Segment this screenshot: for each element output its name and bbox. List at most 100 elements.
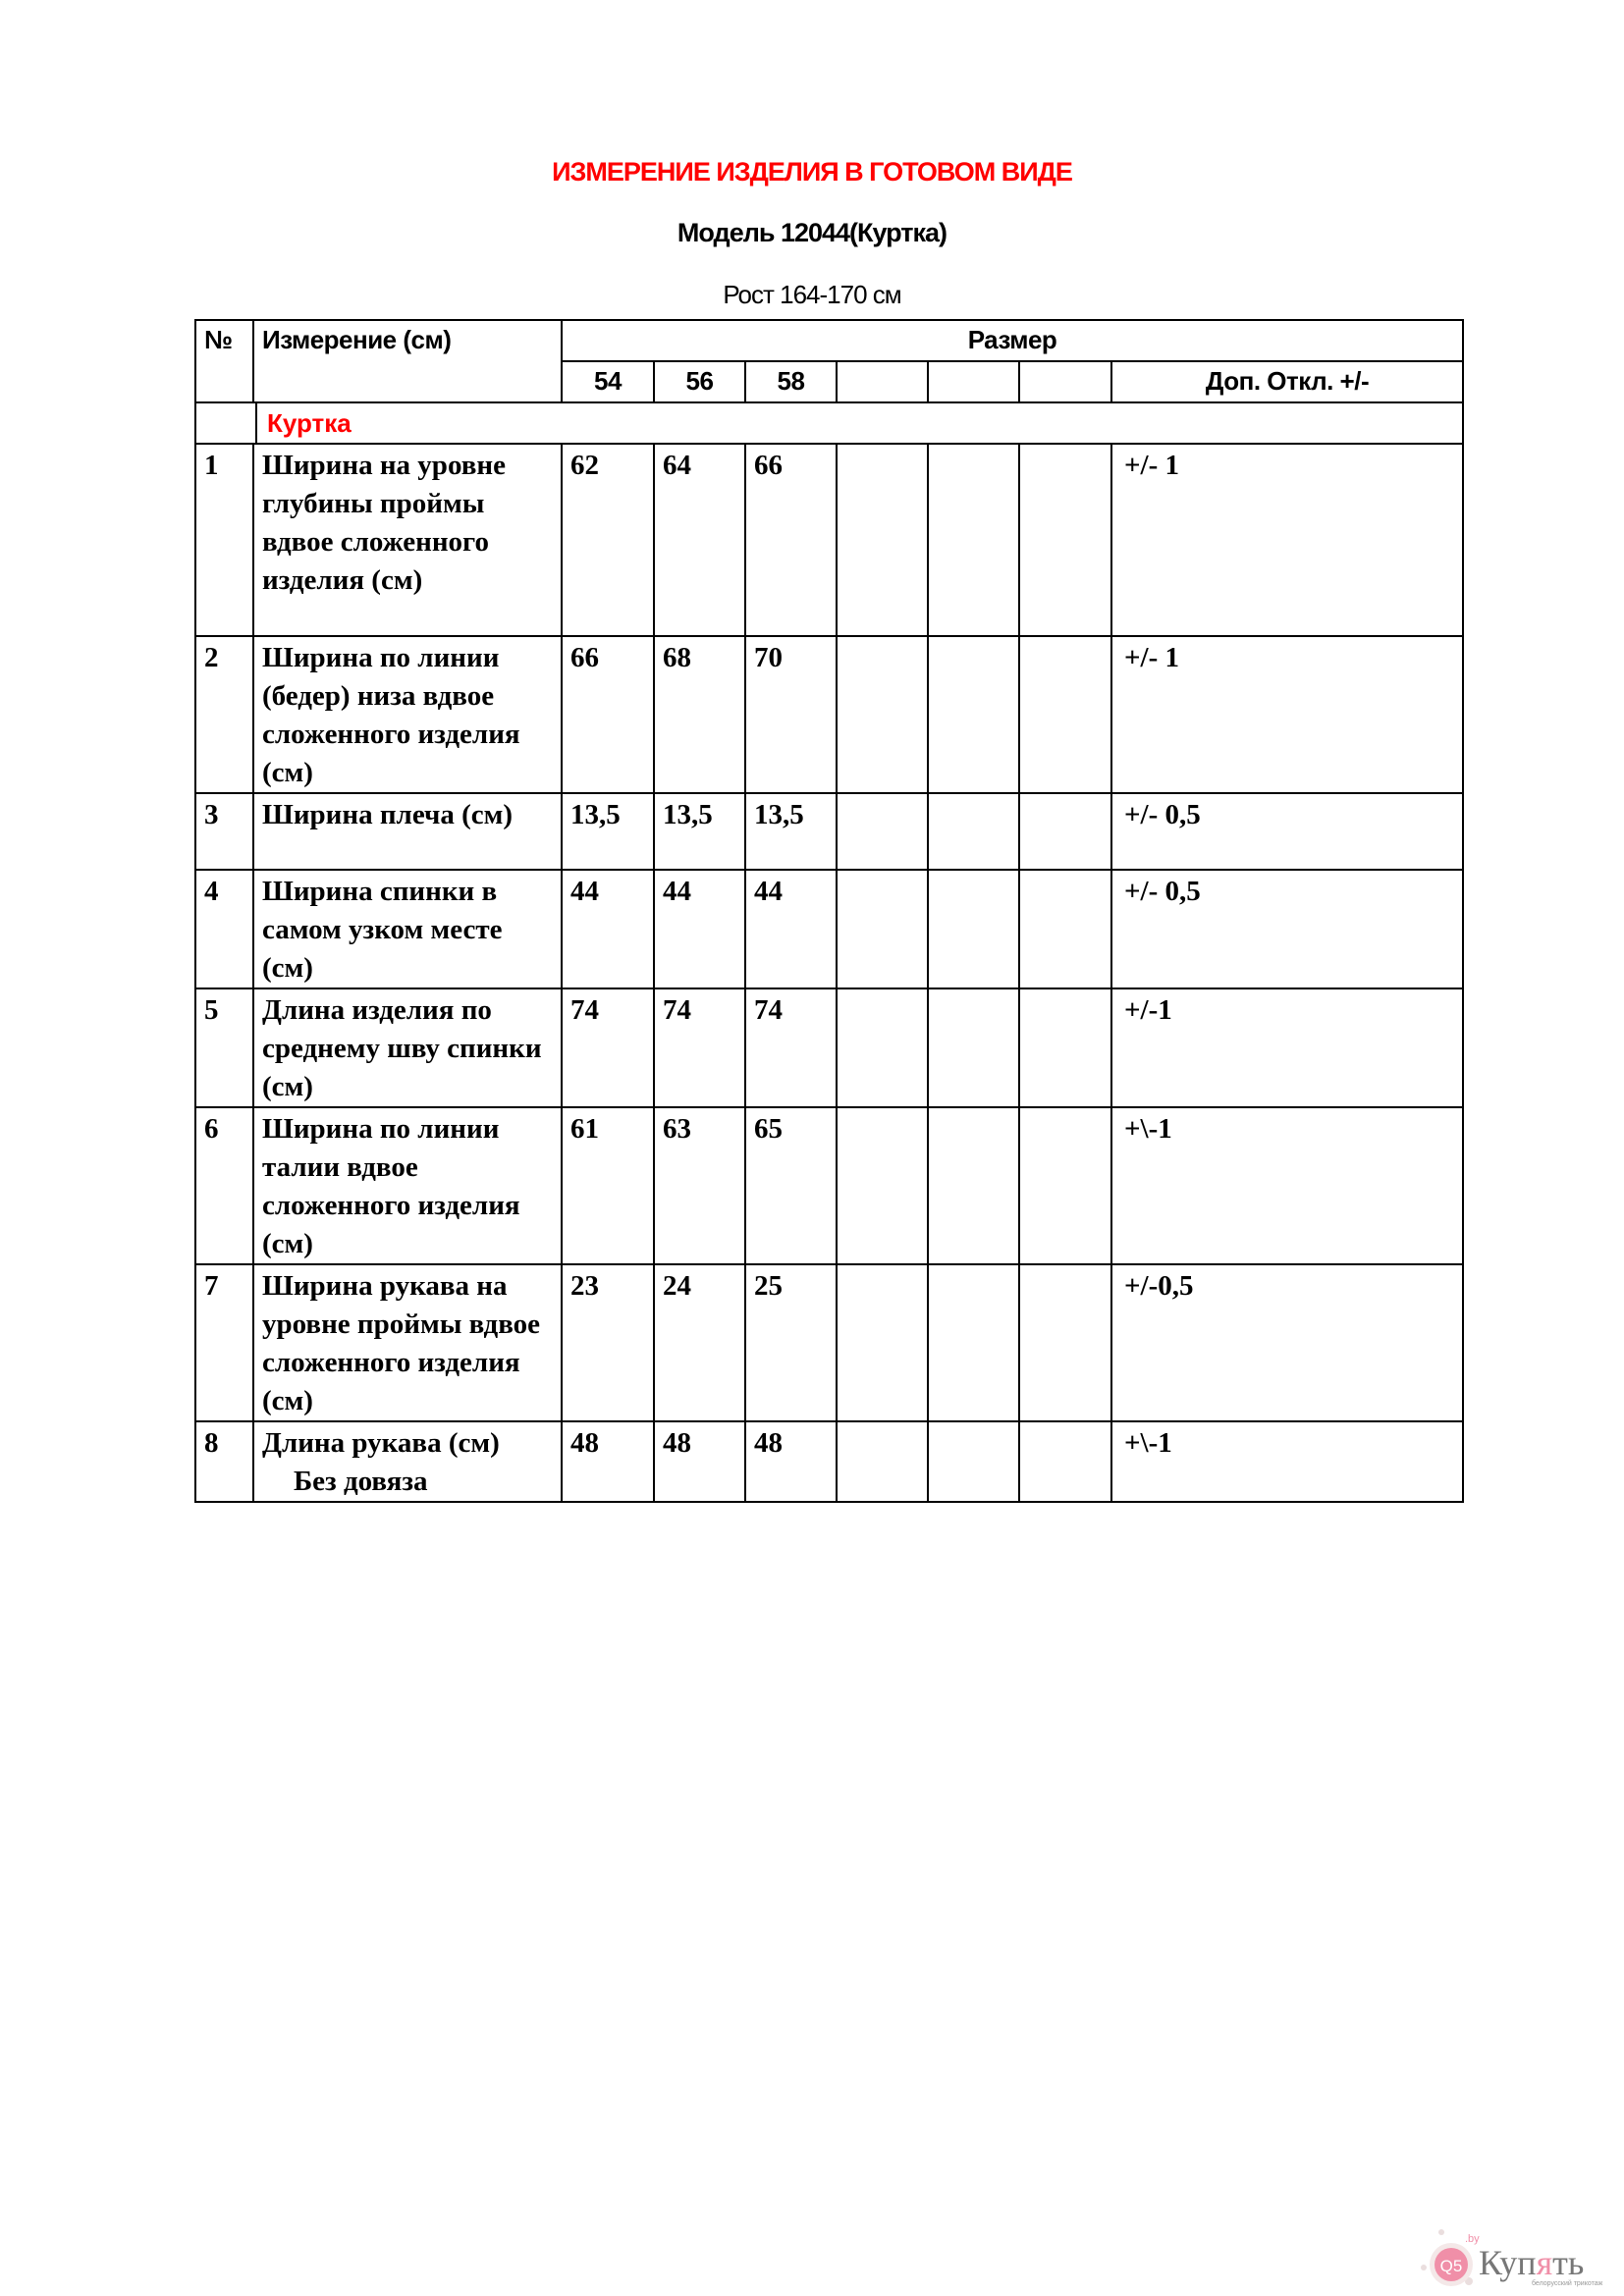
measurement-name: Ширина рукава на уровне проймы вдвое сло… [252, 1263, 563, 1422]
size-value: 25 [744, 1263, 838, 1422]
size-value: 24 [653, 1263, 746, 1422]
empty-size-value [927, 1263, 1020, 1422]
size-value: 63 [653, 1106, 746, 1265]
size-value: 48 [561, 1420, 655, 1503]
size-value: 64 [653, 443, 746, 637]
measurement-name: Ширина спинки в самом узком месте (см) [252, 869, 563, 989]
empty-size-value [836, 869, 929, 989]
row-number: 5 [194, 988, 254, 1108]
size-col: 56 [653, 360, 746, 403]
empty-size-value [927, 869, 1020, 989]
size-col: 58 [744, 360, 838, 403]
table-row: 5 Длина изделия по среднему шву спинки (с… [194, 988, 1465, 1108]
header-no: № [194, 319, 254, 403]
size-value: 44 [561, 869, 655, 989]
size-value: 68 [653, 635, 746, 794]
size-col [1018, 360, 1112, 403]
measurement-name: Ширина по линии (бедер) низа вдвое сложе… [252, 635, 563, 794]
row-number: 8 [194, 1420, 254, 1503]
empty-size-value [1018, 1420, 1112, 1503]
empty-size-value [1018, 635, 1112, 794]
empty-size-value [927, 1106, 1020, 1265]
empty-size-value [836, 1106, 929, 1265]
size-value: 65 [744, 1106, 838, 1265]
size-value: 74 [653, 988, 746, 1108]
measurement-name: Длина рукава (см) Без довяза [252, 1420, 563, 1503]
measurement-table: № Измерение (см) Размер 54 56 58 Доп. От… [193, 319, 1465, 1503]
row-number: 1 [194, 443, 254, 637]
size-value: 44 [744, 869, 838, 989]
empty-size-value [1018, 869, 1112, 989]
header-measure: Измерение (см) [252, 319, 563, 403]
model-title: Модель 12044(Куртка) [677, 218, 947, 247]
empty-size-value [927, 1420, 1020, 1503]
measurement-name: Ширина на уровне глубины проймы вдвое сл… [252, 443, 563, 637]
empty-size-value [1018, 792, 1112, 871]
tolerance-value: +/- 0,5 [1110, 792, 1465, 871]
empty-size-value [836, 792, 929, 871]
measurement-name: Ширина по линии талии вдвое сложенного и… [252, 1106, 563, 1265]
size-value: 70 [744, 635, 838, 794]
empty-size-value [927, 792, 1020, 871]
tolerance-value: +/- 0,5 [1110, 869, 1465, 989]
table-row: 6 Ширина по линии талии вдвое сложенного … [194, 1106, 1465, 1265]
kupyat-logo: Q5 .by Купять белорусский трикотаж [1421, 2229, 1603, 2287]
size-value: 66 [561, 635, 655, 794]
header-size: Размер [560, 319, 1465, 362]
measurement-note: Без довяза [294, 1466, 428, 1497]
empty-size-value [927, 443, 1020, 637]
size-value: 48 [744, 1420, 838, 1503]
tolerance-value: +\-1 [1110, 1106, 1465, 1265]
size-value: 66 [744, 443, 838, 637]
row-number: 2 [194, 635, 254, 794]
size-value: 62 [561, 443, 655, 637]
table-row: 1 Ширина на уровне глубины проймы вдвое с… [194, 443, 1465, 637]
size-value: 13,5 [744, 792, 838, 871]
size-col [927, 360, 1020, 403]
tolerance-value: +/- 1 [1110, 635, 1465, 794]
tolerance-value: +/-0,5 [1110, 1263, 1465, 1422]
size-col [836, 360, 929, 403]
size-value: 74 [744, 988, 838, 1108]
size-value: 23 [561, 1263, 655, 1422]
table-row: 7 Ширина рукава на уровне проймы вдвое сл… [194, 1263, 1465, 1422]
table-row: 2 Ширина по линии (бедер) низа вдвое слож… [194, 635, 1465, 794]
svg-text:Q5: Q5 [1440, 2257, 1463, 2275]
size-value: 48 [653, 1420, 746, 1503]
empty-size-value [836, 443, 929, 637]
measurement-name-text: Длина рукава (см) [262, 1427, 500, 1459]
measurement-name: Длина изделия по среднему шву спинки (см… [252, 988, 563, 1108]
row-number: 3 [194, 792, 254, 871]
measurement-name: Ширина плеча (см) [252, 792, 563, 871]
tolerance-value: +/-1 [1110, 988, 1465, 1108]
size-value: 13,5 [653, 792, 746, 871]
empty-size-value [836, 1263, 929, 1422]
empty-size-value [1018, 1106, 1112, 1265]
tolerance-value: +/- 1 [1110, 443, 1465, 637]
size-col: 54 [561, 360, 655, 403]
size-value: 44 [653, 869, 746, 989]
empty-size-value [1018, 988, 1112, 1108]
empty-size-value [927, 988, 1020, 1108]
header-tolerance: Доп. Откл. +/- [1110, 360, 1465, 403]
empty-size-value [1018, 443, 1112, 637]
empty-size-value [836, 1420, 929, 1503]
table-row: 8 Длина рукава (см) Без довяза 48 48 48 +\-1 [194, 1420, 1465, 1503]
svg-text:Купять: Купять [1479, 2243, 1584, 2282]
size-value: 74 [561, 988, 655, 1108]
empty-size-value [836, 635, 929, 794]
empty-size-value [1018, 1263, 1112, 1422]
svg-text:.by: .by [1465, 2233, 1480, 2245]
section-label: Куртка [255, 403, 1462, 443]
table-row: 3 Ширина плеча (см) 13,5 13,5 13,5 +/- 0,5 [194, 792, 1465, 871]
size-value: 61 [561, 1106, 655, 1265]
empty-size-value [927, 635, 1020, 794]
size-value: 13,5 [561, 792, 655, 871]
table-row: 4 Ширина спинки в самом узком месте (см) 4… [194, 869, 1465, 989]
tolerance-value: +\-1 [1110, 1420, 1465, 1503]
row-number: 6 [194, 1106, 254, 1265]
empty-size-value [836, 988, 929, 1108]
document-title: ИЗМЕРЕНИЕ ИЗДЕЛИЯ В ГОТОВОМ ВИДЕ [552, 157, 1073, 187]
svg-text:белорусский трикотаж: белорусский трикотаж [1532, 2279, 1603, 2287]
height-label: Рост 164-170 см [723, 280, 901, 309]
